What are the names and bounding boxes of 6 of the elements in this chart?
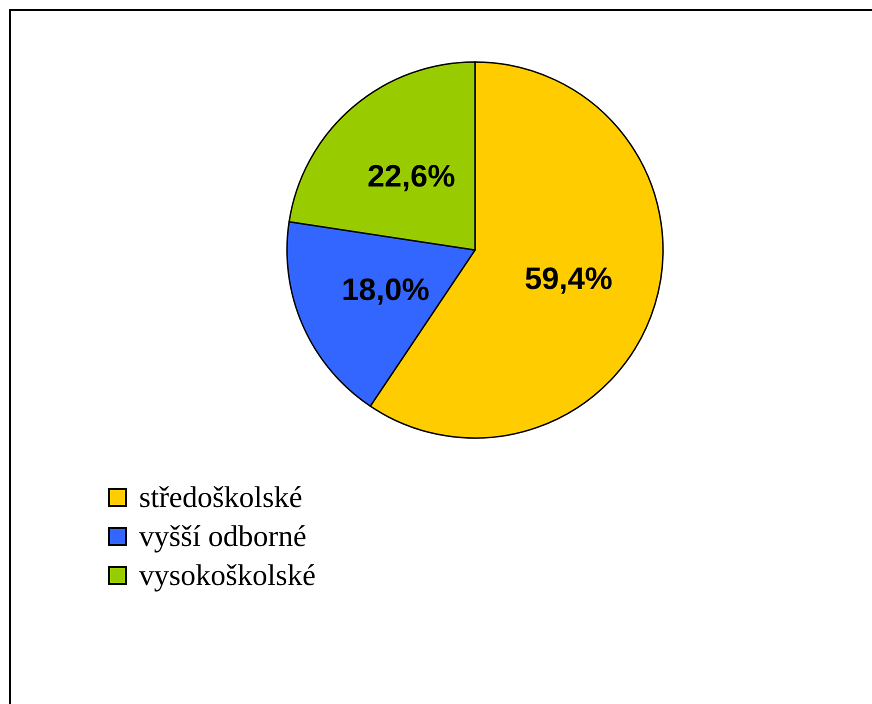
- data-label: 22,6%: [367, 158, 456, 194]
- legend-label: vyšší odborné: [139, 520, 306, 554]
- legend-label: středoškolské: [139, 480, 302, 514]
- legend-label: vysokoškolské: [139, 558, 316, 592]
- data-label: 59,4%: [524, 260, 612, 296]
- data-label: 18,0%: [342, 272, 430, 307]
